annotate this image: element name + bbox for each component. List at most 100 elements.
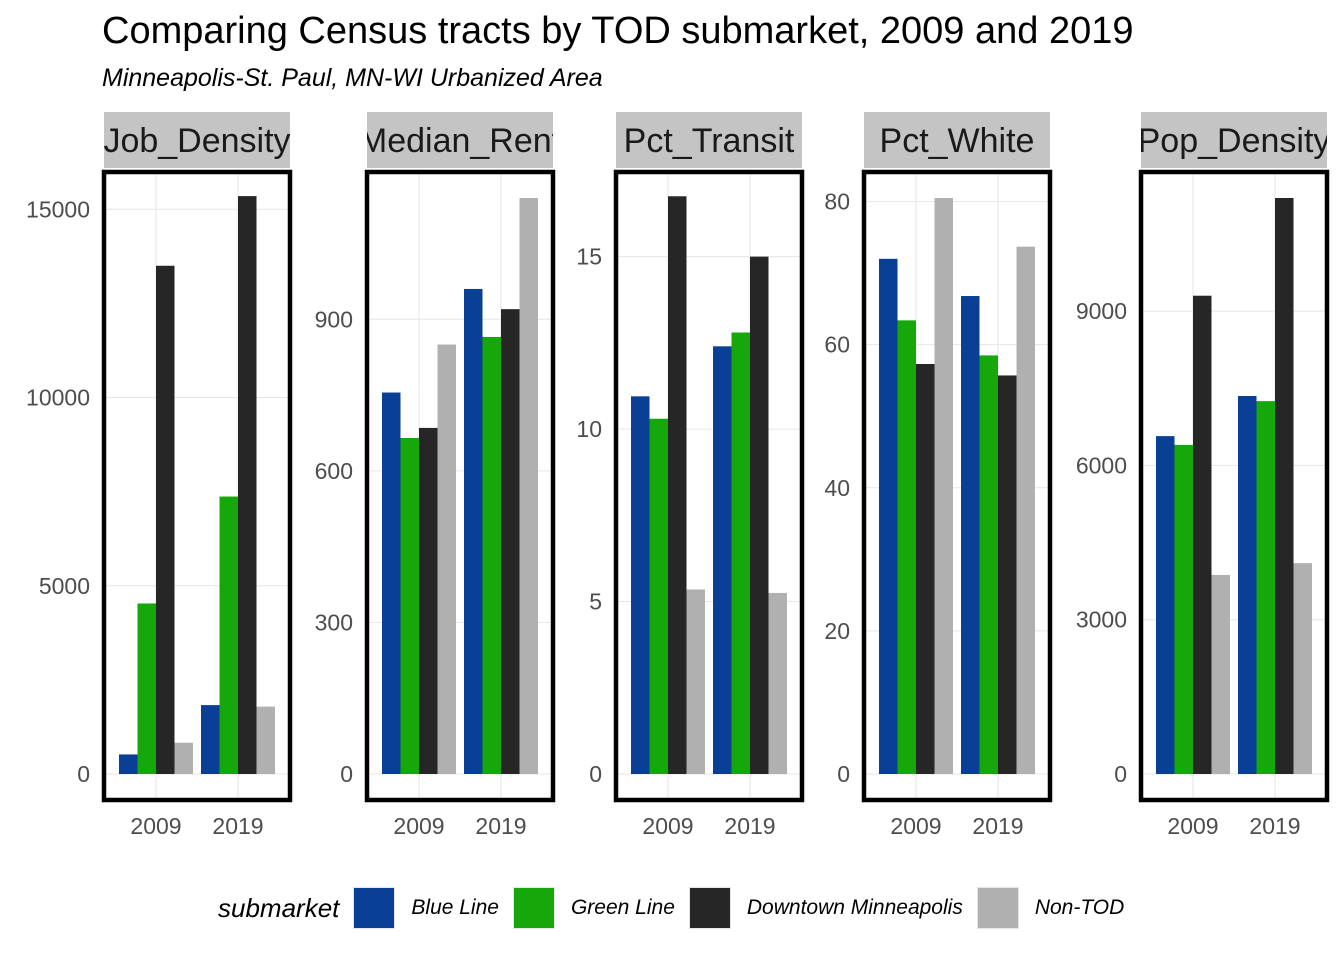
facet-pct-white: Pct_White 0 20 40 60 80 2009 2019 [824, 112, 1053, 839]
bar-median-rent-non-tod-2019 [519, 198, 538, 774]
chart-subtitle: Minneapolis-St. Paul, MN-WI Urbanized Ar… [102, 64, 603, 92]
x-tick-label: 2009 [1167, 813, 1218, 839]
y-tick-label: 300 [315, 609, 353, 635]
bar-pop-density-downtown-minneapolis-2019 [1275, 198, 1294, 774]
facet-strip-median-rent [367, 112, 553, 168]
bar-pct-transit-blue-line-2009 [631, 396, 650, 774]
bar-job-density-downtown-minneapolis-2019 [238, 196, 257, 774]
facet-label-pct-transit: Pct_Transit [624, 122, 795, 160]
bar-pct-transit-green-line-2019 [731, 332, 750, 774]
legend-label-non-tod: Non-TOD [1034, 896, 1125, 919]
bar-pct-white-blue-line-2019 [961, 296, 980, 774]
bar-median-rent-blue-line-2019 [464, 288, 483, 774]
legend-title: submarket [218, 892, 340, 923]
y-tick-label: 0 [1114, 761, 1127, 787]
x-tick-label: 2009 [130, 813, 181, 839]
y-tick-label: 900 [315, 306, 353, 332]
facet-label-pop-density: Pop_Density [1138, 122, 1331, 160]
x-tick-label: 2019 [475, 813, 526, 839]
bar-median-rent-non-tod-2009 [437, 344, 456, 774]
bar-pct-white-non-tod-2009 [934, 198, 953, 774]
bar-job-density-downtown-minneapolis-2009 [156, 265, 175, 774]
bar-median-rent-downtown-minneapolis-2019 [501, 309, 520, 774]
facet-pct-transit: Pct_Transit 0 5 10 15 2009 2019 [576, 112, 805, 839]
bar-pop-density-downtown-minneapolis-2009 [1193, 295, 1212, 774]
bar-pct-white-downtown-minneapolis-2019 [998, 375, 1017, 774]
panel-border-median-rent [364, 169, 556, 803]
facet-strip-pct-white [864, 112, 1050, 168]
chart-title: Comparing Census tracts by TOD submarket… [102, 10, 1134, 52]
legend-key-blue-line [353, 887, 396, 929]
bar-pct-transit-downtown-minneapolis-2019 [750, 256, 769, 774]
bar-median-rent-downtown-minneapolis-2009 [419, 427, 438, 774]
bar-pct-white-green-line-2009 [897, 320, 916, 774]
y-tick-label: 600 [315, 458, 353, 484]
legend-item-green-line: Green Line [512, 887, 675, 929]
facet-strip-pop-density [1141, 112, 1327, 168]
legend-item-downtown-minneapolis: Downtown Minneapolis [688, 887, 963, 929]
y-tick-label: 60 [824, 332, 850, 358]
y-tick-label: 6000 [1076, 452, 1127, 478]
bar-pct-transit-non-tod-2019 [768, 592, 787, 774]
legend-label-downtown-minneapolis: Downtown Minneapolis [746, 896, 963, 919]
bar-pct-white-non-tod-2019 [1016, 246, 1035, 775]
x-tick-label: 2009 [642, 813, 693, 839]
bar-pct-transit-downtown-minneapolis-2009 [668, 196, 687, 774]
panel-border-pop-density [1138, 169, 1330, 803]
bar-job-density-green-line-2019 [219, 496, 238, 774]
legend: submarket Blue Line Green Line Downtown … [218, 884, 1138, 932]
bar-pct-transit-blue-line-2019 [713, 346, 732, 774]
x-tick-label: 2019 [972, 813, 1023, 839]
x-tick-label: 2019 [724, 813, 775, 839]
bar-pop-density-blue-line-2009 [1156, 436, 1175, 774]
panel-border-pct-white [861, 169, 1053, 803]
y-tick-label: 3000 [1076, 607, 1127, 633]
bar-pop-density-green-line-2019 [1256, 401, 1275, 774]
bar-job-density-non-tod-2009 [174, 742, 193, 774]
y-tick-label: 5000 [39, 573, 90, 599]
facet-median-rent: Median_Rent 0 300 600 900 2009 2019 [315, 112, 562, 839]
bar-job-density-green-line-2009 [137, 603, 156, 774]
facet-strip-job-density [104, 112, 290, 168]
facet-pop-density: Pop_Density 0 3000 6000 9000 2009 2019 [1076, 112, 1331, 839]
bar-pct-transit-green-line-2009 [649, 418, 668, 774]
legend-item-blue-line: Blue Line [353, 887, 499, 929]
y-tick-label: 20 [824, 618, 850, 644]
bar-job-density-blue-line-2009 [119, 754, 138, 774]
y-tick-label: 40 [824, 475, 850, 501]
y-tick-label: 0 [340, 761, 353, 787]
legend-label-green-line: Green Line [570, 896, 675, 919]
y-tick-label: 9000 [1076, 298, 1127, 324]
legend-key-non-tod [976, 887, 1019, 929]
y-tick-label: 0 [589, 761, 602, 787]
bar-pop-density-non-tod-2019 [1293, 563, 1312, 774]
y-tick-label: 0 [837, 761, 850, 787]
bar-pop-density-green-line-2009 [1174, 444, 1193, 774]
bar-job-density-blue-line-2019 [201, 705, 220, 774]
x-tick-label: 2009 [393, 813, 444, 839]
legend-key-downtown-minneapolis [688, 887, 731, 929]
bar-pct-white-downtown-minneapolis-2009 [916, 364, 935, 774]
bar-job-density-non-tod-2019 [256, 706, 275, 774]
legend-item-non-tod: Non-TOD [976, 887, 1125, 929]
y-tick-label: 15000 [26, 196, 90, 222]
bar-median-rent-green-line-2009 [400, 438, 419, 774]
legend-label-blue-line: Blue Line [411, 896, 499, 919]
bar-median-rent-blue-line-2009 [382, 392, 401, 774]
bar-pct-white-blue-line-2009 [879, 258, 898, 774]
bar-pct-white-green-line-2019 [979, 355, 998, 774]
x-tick-label: 2019 [212, 813, 263, 839]
bar-pop-density-non-tod-2009 [1211, 574, 1230, 774]
facet-label-pct-white: Pct_White [880, 122, 1035, 160]
x-tick-label: 2019 [1249, 813, 1300, 839]
bar-median-rent-green-line-2019 [482, 336, 501, 774]
legend-key-green-line [512, 887, 555, 929]
facet-label-job-density: Job_Density [103, 122, 290, 160]
y-tick-label: 15 [576, 244, 602, 270]
facet-label-median-rent: Median_Rent [359, 122, 562, 160]
y-tick-label: 10 [576, 416, 602, 442]
bar-pct-transit-non-tod-2009 [686, 589, 705, 774]
x-tick-label: 2009 [890, 813, 941, 839]
facet-strip-pct-transit [616, 112, 802, 168]
